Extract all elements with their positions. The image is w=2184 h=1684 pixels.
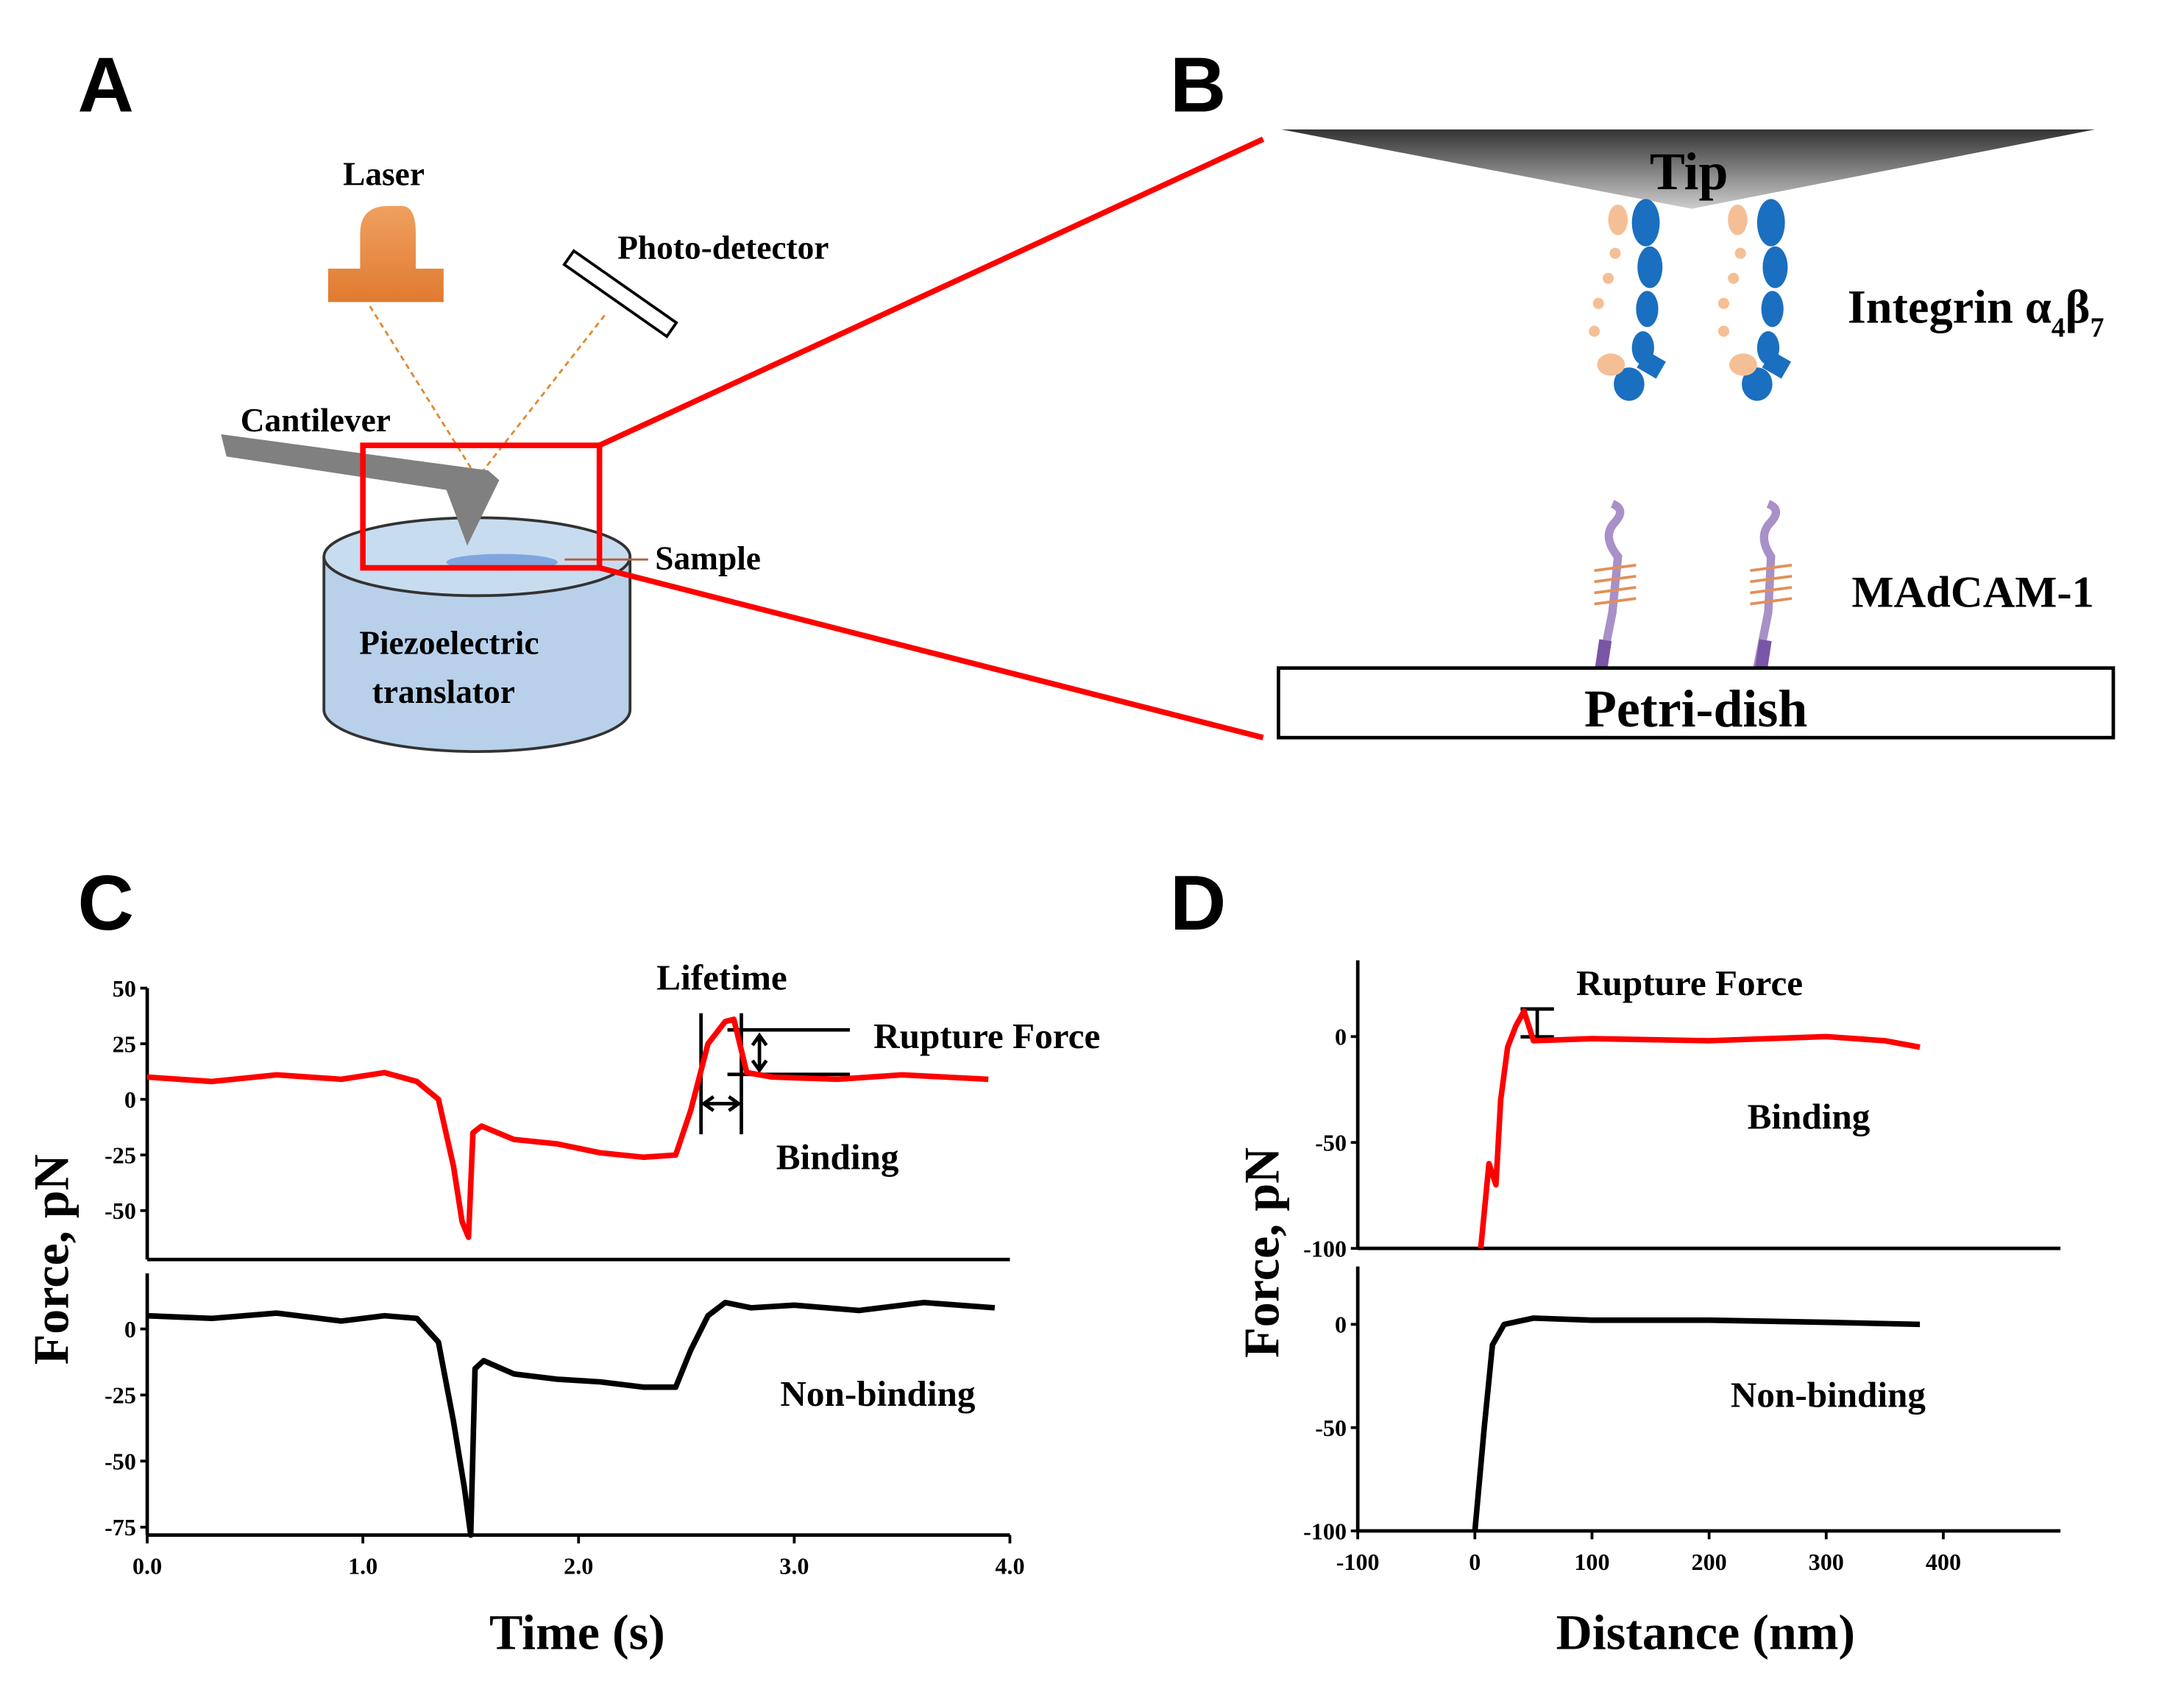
trace bbox=[146, 1299, 996, 1538]
y-tick-label: -50 bbox=[1315, 1130, 1347, 1156]
tip-icon bbox=[1281, 129, 2096, 209]
y-tick-label: -50 bbox=[104, 1197, 136, 1224]
integrin-icon bbox=[1589, 199, 1792, 401]
cantilever-label: Cantilever bbox=[241, 402, 391, 439]
laser-icon bbox=[327, 205, 444, 303]
x-tick-label: 0.0 bbox=[132, 1553, 162, 1579]
trace bbox=[146, 1016, 989, 1240]
x-axis-title: Distance (nm) bbox=[1556, 1605, 1855, 1660]
annotation: Rupture Force bbox=[873, 1016, 1100, 1056]
x-tick-label: 4.0 bbox=[995, 1553, 1024, 1579]
piezo-label: translator bbox=[372, 673, 515, 710]
x-tick-label: 3.0 bbox=[779, 1553, 809, 1579]
y-tick-label: 0 bbox=[124, 1316, 136, 1342]
trace bbox=[1472, 1315, 1921, 1532]
madcam-icon bbox=[1594, 500, 1793, 669]
y-tick-label: -50 bbox=[104, 1448, 136, 1474]
y-tick-label: 25 bbox=[113, 1030, 136, 1057]
tip-label: Tip bbox=[1650, 142, 1729, 201]
zoom-box bbox=[360, 442, 603, 571]
x-tick-label: 0 bbox=[1469, 1549, 1481, 1575]
annotation: Non-binding bbox=[1731, 1375, 1926, 1415]
x-axis-title: Time (s) bbox=[489, 1605, 665, 1660]
annotation: Binding bbox=[1748, 1097, 1871, 1137]
integrin-sub: 4 bbox=[2052, 313, 2066, 344]
x-tick-label: 100 bbox=[1574, 1549, 1609, 1575]
y-tick-label: -25 bbox=[104, 1382, 136, 1409]
annotation: Rupture Force bbox=[1576, 963, 1803, 1003]
dish-label: Petri-dish bbox=[1584, 679, 1807, 738]
y-tick-label: -25 bbox=[104, 1142, 136, 1169]
laser-label: Laser bbox=[343, 155, 425, 192]
x-tick-label: 400 bbox=[1926, 1549, 1961, 1575]
integrin-sub: 7 bbox=[2090, 313, 2104, 344]
sample-label: Sample bbox=[655, 539, 761, 576]
zoom-line bbox=[598, 565, 1264, 740]
x-tick-label: 1.0 bbox=[348, 1553, 377, 1579]
y-tick-label: 50 bbox=[113, 975, 136, 1002]
y-tick-label: -100 bbox=[1303, 1235, 1347, 1262]
cantilever-icon bbox=[221, 434, 500, 546]
madcam-label: MAdCAM-1 bbox=[1851, 567, 2093, 617]
annotation: Binding bbox=[776, 1136, 899, 1177]
photodetector-label: Photo-detector bbox=[617, 230, 829, 266]
integrin-label: Integrin α4β7 bbox=[1848, 281, 2105, 344]
annotation: Lifetime bbox=[656, 957, 787, 997]
photodetector-icon bbox=[562, 249, 678, 339]
y-tick-label: -100 bbox=[1303, 1518, 1347, 1544]
panel-label: D bbox=[1170, 860, 1226, 947]
y-tick-label: 0 bbox=[1335, 1312, 1347, 1338]
y-tick-label: 0 bbox=[124, 1086, 136, 1113]
y-axis-title: Force, pN bbox=[1233, 1147, 1289, 1358]
x-tick-label: 2.0 bbox=[564, 1553, 593, 1579]
y-axis-title: Force, pN bbox=[23, 1154, 79, 1365]
annotation: Non-binding bbox=[780, 1373, 975, 1414]
x-tick-label: 200 bbox=[1692, 1549, 1727, 1575]
y-tick-label: 0 bbox=[1335, 1024, 1347, 1050]
y-tick-label: -50 bbox=[1315, 1415, 1347, 1441]
x-tick-label: 300 bbox=[1809, 1549, 1844, 1575]
trace bbox=[1478, 1008, 1921, 1249]
zoom-line bbox=[598, 136, 1265, 448]
x-tick-label: -100 bbox=[1336, 1549, 1380, 1575]
piezo-label: Piezoelectric bbox=[359, 625, 539, 662]
integrin-text: β bbox=[2066, 281, 2091, 333]
y-tick-label: -75 bbox=[104, 1514, 136, 1540]
dish-icon bbox=[1277, 666, 2116, 740]
panel-label: A bbox=[78, 41, 134, 128]
integrin-text: Integrin α bbox=[1848, 281, 2052, 333]
panel-label: C bbox=[78, 860, 134, 947]
annotation-lines bbox=[699, 1007, 1554, 1135]
panel-label: B bbox=[1170, 41, 1226, 128]
